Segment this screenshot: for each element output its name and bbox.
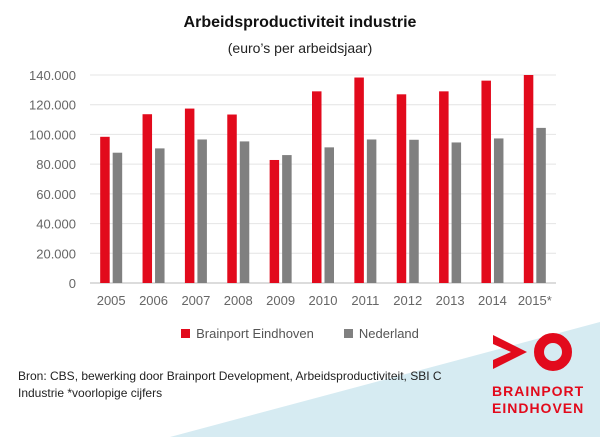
logo-text: BRAINPORT EINDHOVEN	[492, 383, 584, 417]
legend-item-nederland: Nederland	[343, 326, 419, 341]
y-tick-label: 80.000	[36, 157, 76, 172]
x-tick-label: 2012	[393, 293, 422, 308]
x-tick-label: 2006	[139, 293, 168, 308]
bar-nederland-2012	[409, 139, 419, 283]
y-tick-label: 140.000	[29, 68, 76, 83]
background-triangle	[170, 322, 600, 437]
bar-brainport-2007	[184, 108, 195, 283]
bar-nederland-2011	[366, 139, 377, 283]
logo-circle-icon	[534, 333, 572, 371]
x-tick-label: 2007	[181, 293, 210, 308]
y-tick-label: 100.000	[29, 127, 76, 142]
bar-brainport-2012	[396, 94, 407, 283]
x-tick-label: 2008	[224, 293, 253, 308]
source-note: Bron: CBS, bewerking door Brainport Deve…	[18, 369, 442, 400]
logo-line-1: BRAINPORT	[492, 383, 585, 399]
logo-arrow-icon	[493, 335, 527, 369]
bar-nederland-2014	[493, 138, 504, 283]
y-tick-label: 20.000	[36, 246, 76, 261]
bar-brainport-2005	[100, 136, 110, 283]
legend-item-brainport: Brainport Eindhoven	[181, 326, 314, 341]
bar-brainport-2011	[354, 77, 364, 283]
legend-swatch	[181, 329, 191, 338]
bar-brainport-2014	[481, 80, 491, 283]
brainport-logo	[493, 333, 572, 371]
bar-brainport-2010	[312, 91, 322, 283]
x-tick-label: 2005	[97, 293, 126, 308]
bar-nederland-2008	[239, 141, 250, 283]
legend-label: Brainport Eindhoven	[196, 326, 314, 341]
y-tick-label: 40.000	[36, 217, 76, 232]
bar-nederland-2009	[282, 155, 292, 283]
bar-nederland-2005	[112, 152, 123, 283]
y-tick-label: 0	[69, 276, 76, 291]
chart-subtitle: (euro’s per arbeidsjaar)	[227, 40, 373, 56]
chart-title: Arbeidsproductiviteit industrie	[183, 14, 417, 31]
y-tick-label: 120.000	[29, 98, 76, 113]
bar-nederland-2006	[155, 148, 165, 283]
bar-brainport-2006	[142, 114, 153, 283]
x-tick-label: 2013	[436, 293, 465, 308]
bar-brainport-2013	[439, 91, 449, 283]
bar-nederland-2010	[324, 147, 334, 283]
x-tick-label: 2015*	[518, 293, 552, 308]
x-tick-label: 2009	[266, 293, 295, 308]
y-tick-label: 60.000	[36, 187, 76, 202]
bar-brainport-2015*	[523, 75, 534, 283]
bar-nederland-2013	[451, 142, 462, 283]
bar-brainport-2009	[269, 159, 280, 283]
legend-swatch	[343, 329, 353, 338]
legend-label: Nederland	[358, 326, 419, 341]
bar-nederland-2015*	[536, 127, 546, 284]
x-tick-label: 2014	[478, 293, 507, 308]
x-tick-label: 2011	[351, 293, 379, 308]
bar-nederland-2007	[197, 139, 207, 283]
logo-line-2: EINDHOVEN	[492, 400, 585, 416]
x-tick-label: 2010	[309, 293, 338, 308]
legend: Brainport Eindhoven Nederland	[0, 326, 600, 341]
bar-brainport-2008	[227, 114, 237, 284]
